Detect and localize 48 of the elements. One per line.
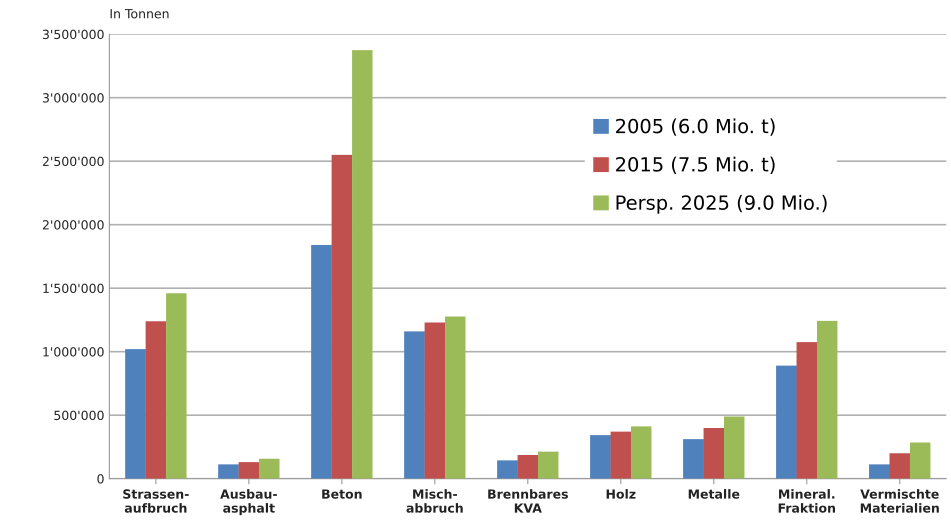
bar [590, 435, 611, 479]
y-tick-label: 0 [97, 474, 104, 484]
bar [311, 244, 332, 479]
bar [518, 455, 538, 479]
x-tick-label: Strassen- aufbruch [123, 489, 189, 513]
bar [166, 293, 187, 479]
bar [424, 322, 446, 479]
bar [497, 460, 518, 479]
bar [445, 316, 466, 479]
x-tick-label: Metalle [688, 489, 740, 499]
bar [796, 342, 817, 479]
y-tick-label: 3'000'000 [42, 93, 104, 103]
bar [890, 453, 910, 479]
x-tick-label: Brennbares KVA [488, 489, 568, 513]
y-tick-label: 1'000'000 [43, 347, 104, 357]
bar [910, 442, 930, 479]
bar [352, 50, 373, 479]
x-tick-label: Misch- abbruch [406, 489, 463, 513]
y-tick-label: 1'500'000 [43, 284, 104, 294]
bar [869, 464, 890, 479]
bar [238, 462, 260, 479]
bar [218, 464, 239, 479]
bar [724, 416, 744, 479]
bar [776, 366, 797, 479]
bar [404, 331, 425, 479]
y-axis-title: In Tonnen [110, 9, 168, 18]
y-tick-label: 3'500'000 [42, 30, 104, 40]
bar [683, 439, 704, 479]
y-tick-label: 500'000 [54, 410, 104, 420]
bar [816, 320, 838, 479]
x-tick-label: Vermischte Materialien [860, 489, 939, 513]
y-tick-label: 2'000'000 [42, 220, 104, 230]
bar [332, 154, 352, 479]
bar [125, 349, 146, 479]
x-tick-label: Mineral. Fraktion [778, 489, 835, 513]
legend-label: 2005 (6.0 Mio. t) [616, 118, 775, 136]
x-tick-label: Ausbau- asphalt [220, 489, 277, 516]
y-tick-label: 2'500'000 [42, 156, 104, 166]
bar [146, 321, 166, 479]
bar [259, 458, 280, 479]
bar [631, 426, 652, 479]
legend-label: Persp. 2025 (9.0 Mio.) [616, 194, 827, 214]
bar [704, 428, 724, 479]
bar [610, 432, 632, 479]
x-tick-label: Holz [606, 489, 636, 499]
bar [538, 452, 558, 479]
x-tick-label: Beton [322, 489, 362, 499]
legend-label: 2015 (7.5 Mio. t) [616, 156, 775, 174]
